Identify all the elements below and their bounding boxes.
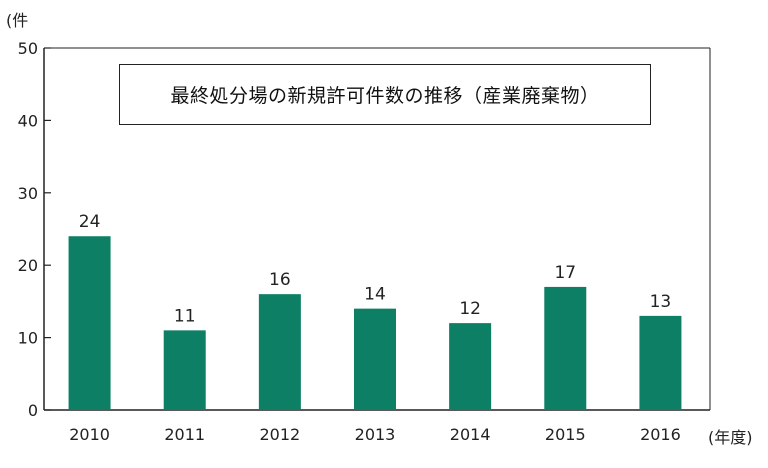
y-tick-label: 40 — [18, 111, 38, 130]
y-axis-unit-label: (件 — [6, 11, 29, 30]
y-tick-label: 0 — [28, 401, 38, 420]
bar-value-label-2015: 17 — [554, 263, 576, 283]
bar-2015 — [544, 286, 587, 410]
x-tick-label-2016: 2016 — [640, 425, 681, 444]
bar-2012 — [258, 294, 301, 410]
bar-value-label-2011: 11 — [174, 306, 196, 326]
y-tick-label: 20 — [18, 256, 38, 275]
chart-title: 最終処分場の新規許可件数の推移（産業廃棄物） — [119, 64, 651, 125]
y-tick-label: 30 — [18, 184, 38, 203]
bar-value-label-2012: 16 — [269, 270, 291, 290]
x-tick-group: 2010 2011 2012 2013 2014 2015 2016 — [69, 425, 681, 444]
bar-2016 — [639, 315, 682, 410]
y-tick-group: 0 10 20 30 40 50 — [18, 39, 51, 420]
bar-2014 — [449, 323, 492, 410]
x-tick-label-2014: 2014 — [450, 425, 491, 444]
x-tick-label-2010: 2010 — [69, 425, 110, 444]
x-axis-unit-label: (年度) — [708, 428, 753, 447]
bar-2011 — [163, 330, 206, 410]
bar-group: 24 11 16 14 12 17 13 — [68, 212, 682, 410]
bar-value-label-2010: 24 — [79, 212, 101, 232]
bar-2013 — [354, 308, 396, 410]
x-tick-label-2012: 2012 — [259, 425, 300, 444]
x-tick-label-2015: 2015 — [545, 425, 586, 444]
y-tick-label: 10 — [18, 329, 38, 348]
y-tick-label: 50 — [18, 39, 38, 58]
bar-value-label-2013: 14 — [364, 285, 386, 305]
x-tick-label-2011: 2011 — [164, 425, 205, 444]
x-tick-label-2013: 2013 — [355, 425, 396, 444]
bar-2010 — [68, 236, 111, 410]
bar-value-label-2014: 12 — [459, 299, 481, 319]
bar-value-label-2016: 13 — [650, 292, 672, 312]
